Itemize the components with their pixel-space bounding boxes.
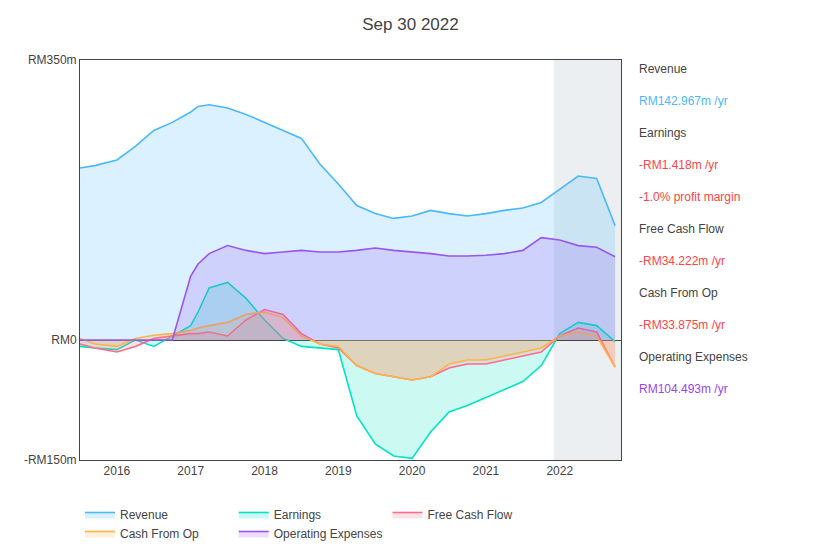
svg-text:Revenue: Revenue (639, 62, 687, 76)
svg-text:Free Cash Flow: Free Cash Flow (427, 508, 512, 522)
svg-text:RM142.967m /yr: RM142.967m /yr (639, 94, 728, 108)
svg-text:2017: 2017 (177, 464, 204, 478)
svg-text:-RM33.875m /yr: -RM33.875m /yr (639, 318, 725, 332)
svg-text:2016: 2016 (104, 464, 131, 478)
svg-text:Revenue: Revenue (120, 508, 168, 522)
svg-text:2022: 2022 (546, 464, 573, 478)
svg-text:2018: 2018 (251, 464, 278, 478)
svg-text:-RM34.222m /yr: -RM34.222m /yr (639, 254, 725, 268)
svg-text:-RM1.418m /yr: -RM1.418m /yr (639, 158, 718, 172)
svg-text:Earnings: Earnings (274, 508, 321, 522)
svg-text:Operating Expenses: Operating Expenses (274, 527, 383, 541)
svg-text:Free Cash Flow: Free Cash Flow (639, 222, 724, 236)
svg-text:RM0: RM0 (51, 333, 77, 347)
svg-text:2020: 2020 (399, 464, 426, 478)
svg-text:Cash From Op: Cash From Op (120, 527, 199, 541)
svg-text:RM104.493m /yr: RM104.493m /yr (639, 382, 728, 396)
svg-text:-RM150m: -RM150m (24, 453, 77, 467)
svg-text:Cash From Op: Cash From Op (639, 286, 718, 300)
svg-text:2019: 2019 (325, 464, 352, 478)
svg-text:Operating Expenses: Operating Expenses (639, 350, 748, 364)
svg-text:Earnings: Earnings (639, 126, 686, 140)
svg-text:-1.0% profit margin: -1.0% profit margin (639, 190, 740, 204)
svg-text:RM350m: RM350m (28, 53, 77, 67)
svg-text:Sep 30 2022: Sep 30 2022 (362, 15, 458, 34)
svg-text:2021: 2021 (473, 464, 500, 478)
